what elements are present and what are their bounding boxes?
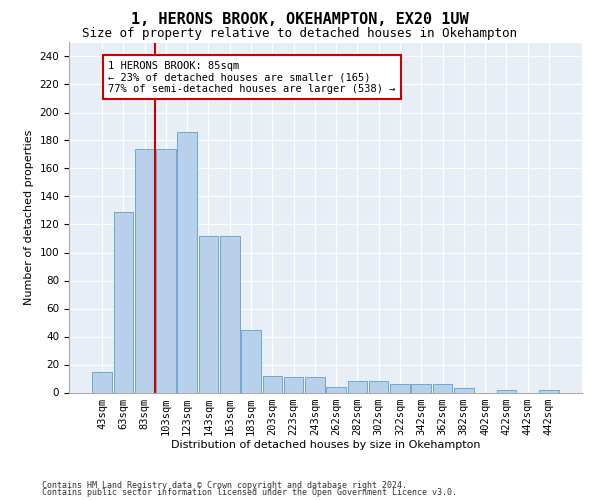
- Bar: [135, 149, 154, 392]
- Text: Contains HM Land Registry data © Crown copyright and database right 2024.: Contains HM Land Registry data © Crown c…: [42, 480, 407, 490]
- Text: Contains public sector information licensed under the Open Government Licence v3: Contains public sector information licen…: [42, 488, 457, 497]
- Bar: [156, 149, 176, 392]
- Text: Size of property relative to detached houses in Okehampton: Size of property relative to detached ho…: [83, 28, 517, 40]
- Bar: [178, 132, 197, 392]
- Bar: [412, 384, 431, 392]
- Bar: [497, 390, 516, 392]
- Y-axis label: Number of detached properties: Number of detached properties: [24, 130, 34, 305]
- Bar: [113, 212, 133, 392]
- X-axis label: Distribution of detached houses by size in Okehampton: Distribution of detached houses by size …: [171, 440, 480, 450]
- Bar: [92, 372, 112, 392]
- Bar: [433, 384, 452, 392]
- Bar: [369, 382, 388, 392]
- Bar: [326, 387, 346, 392]
- Bar: [263, 376, 282, 392]
- Bar: [539, 390, 559, 392]
- Bar: [220, 236, 239, 392]
- Bar: [390, 384, 410, 392]
- Text: 1 HERONS BROOK: 85sqm
← 23% of detached houses are smaller (165)
77% of semi-det: 1 HERONS BROOK: 85sqm ← 23% of detached …: [109, 60, 396, 94]
- Text: 1, HERONS BROOK, OKEHAMPTON, EX20 1UW: 1, HERONS BROOK, OKEHAMPTON, EX20 1UW: [131, 12, 469, 28]
- Bar: [199, 236, 218, 392]
- Bar: [454, 388, 473, 392]
- Bar: [305, 377, 325, 392]
- Bar: [347, 382, 367, 392]
- Bar: [284, 377, 304, 392]
- Bar: [241, 330, 261, 392]
